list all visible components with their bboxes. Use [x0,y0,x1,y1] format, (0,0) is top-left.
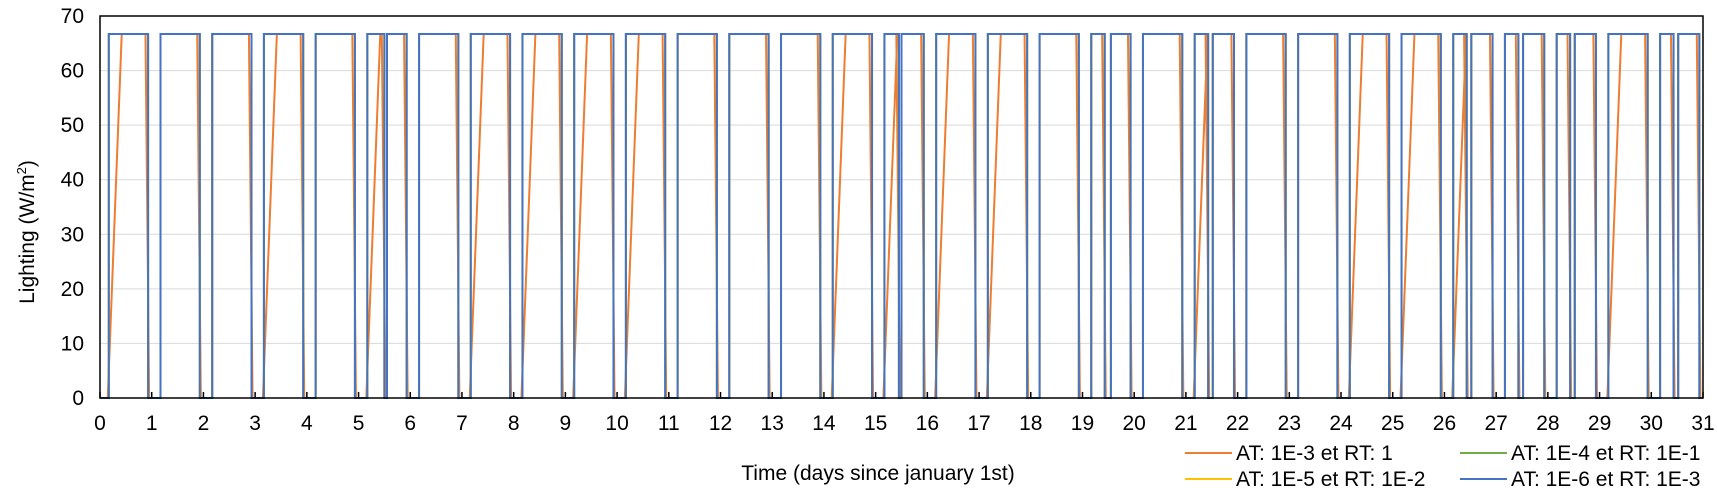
x-tick-label: 26 [1433,412,1456,435]
legend: AT: 1E-3 et RT: 1 AT: 1E-4 et RT: 1E-1 A… [1185,442,1700,489]
x-tick-label: 13 [761,412,784,435]
series-lines [100,33,1703,399]
series-line-4 [100,33,1703,399]
x-tick-label: 16 [916,412,939,435]
x-axis-ticks: 0 1 2 3 4 5 6 7 8 9 10 11 12 13 14 15 16 17 18 19 20 21 22 23 24… [94,392,1715,435]
y-tick-label: 50 [61,114,84,137]
y-tick-label: 0 [72,387,84,410]
x-tick-label: 8 [508,412,520,435]
x-tick-label: 20 [1123,412,1146,435]
y-tick-label: 10 [61,332,84,355]
x-axis-title: Time (days since january 1st) [741,462,1014,485]
legend-label-series-3: AT: 1E-5 et RT: 1E-2 [1236,468,1425,489]
x-tick-label: 30 [1640,412,1663,435]
x-tick-label: 28 [1536,412,1559,435]
x-tick-label: 9 [560,412,572,435]
x-tick-label: 29 [1588,412,1611,435]
y-tick-label: 20 [61,278,84,301]
x-tick-label: 10 [605,412,628,435]
legend-label-series-4: AT: 1E-6 et RT: 1E-3 [1511,468,1700,489]
x-tick-label: 3 [249,412,261,435]
x-tick-label: 23 [1278,412,1301,435]
y-axis-title-main: Lighting (W/m [16,174,39,304]
x-tick-label: 6 [404,412,416,435]
x-tick-label: 17 [967,412,990,435]
x-tick-label: 31 [1691,412,1714,435]
y-tick-label: 60 [61,60,84,83]
y-tick-label: 70 [61,5,84,28]
x-tick-label: 5 [353,412,365,435]
y-axis-title-superscript: 2 [14,167,29,174]
x-tick-label: 22 [1226,412,1249,435]
x-tick-label: 19 [1071,412,1094,435]
x-tick-label: 2 [198,412,210,435]
y-axis-title-close: ) [16,160,39,167]
y-tick-label: 40 [61,169,84,192]
x-tick-label: 14 [812,412,836,435]
x-tick-label: 27 [1484,412,1507,435]
legend-label-series-2: AT: 1E-4 et RT: 1E-1 [1511,442,1700,465]
y-axis-title: Lighting (W/m2) [14,160,39,304]
y-axis-ticks: 0 10 20 30 40 50 60 70 [61,5,84,410]
y-tick-label: 30 [61,223,84,246]
x-tick-label: 25 [1381,412,1404,435]
plot-area-frame [99,15,1704,399]
x-tick-label: 15 [864,412,887,435]
legend-label-series-1: AT: 1E-3 et RT: 1 [1236,442,1393,465]
x-tick-label: 7 [456,412,468,435]
x-tick-label: 12 [709,412,732,435]
x-tick-label: 4 [301,412,313,435]
x-tick-label: 21 [1174,412,1197,435]
x-tick-label: 1 [146,412,158,435]
x-tick-label: 18 [1019,412,1042,435]
x-tick-label: 11 [658,412,680,435]
x-tick-label: 0 [94,412,106,435]
x-tick-label: 24 [1329,412,1353,435]
